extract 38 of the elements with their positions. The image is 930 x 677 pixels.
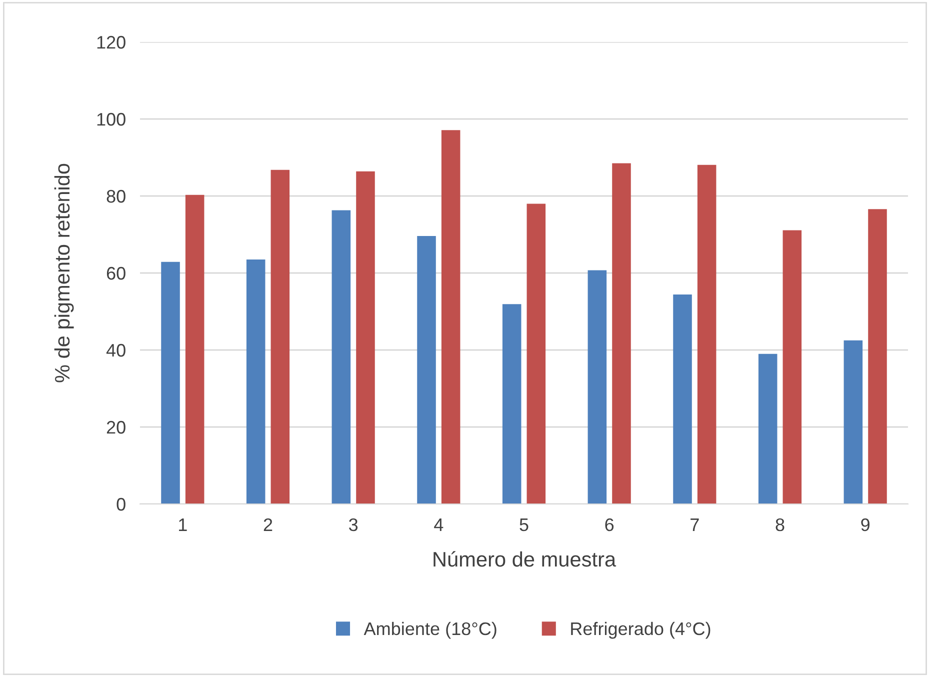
x-tick-label: 1 [179, 518, 187, 531]
bar [526, 204, 546, 504]
bar [417, 236, 436, 504]
bar [502, 304, 522, 504]
legend-label: Ambiente (18°C) [364, 622, 496, 639]
y-tick-label: 20 [106, 420, 126, 434]
x-tick-label: 3 [349, 518, 358, 532]
x-tick-label: 4 [434, 518, 444, 531]
bar [782, 230, 802, 504]
bar [758, 354, 778, 504]
y-tick-label: 0 [116, 498, 126, 511]
y-tick-label: 60 [106, 266, 126, 280]
y-tick-label: 40 [106, 344, 126, 357]
bar [588, 270, 607, 504]
x-tick-label: 2 [264, 518, 272, 531]
bar [185, 194, 204, 504]
y-axis-title: % de pigmento retenido [54, 164, 74, 382]
x-tick-label: 7 [690, 518, 699, 531]
bar [868, 209, 887, 504]
bar [161, 262, 180, 504]
legend-label: Refrigerado (4°C) [571, 622, 710, 639]
bar [332, 210, 351, 504]
x-tick-label: 9 [861, 518, 870, 532]
x-tick-label: 5 [520, 518, 528, 532]
bar [673, 294, 692, 504]
y-tick-label: 100 [97, 112, 126, 126]
bar [844, 340, 863, 504]
bar [441, 130, 460, 504]
x-tick-label: 6 [605, 518, 614, 532]
y-tick-label: 80 [106, 190, 126, 203]
bar [697, 164, 716, 504]
x-axis-title: Número de muestra [434, 551, 616, 567]
bar [246, 260, 266, 504]
bar [270, 170, 290, 504]
y-tick-label: 120 [97, 36, 126, 49]
bar [612, 163, 631, 504]
x-tick-label: 8 [776, 518, 784, 532]
bar [356, 171, 375, 504]
